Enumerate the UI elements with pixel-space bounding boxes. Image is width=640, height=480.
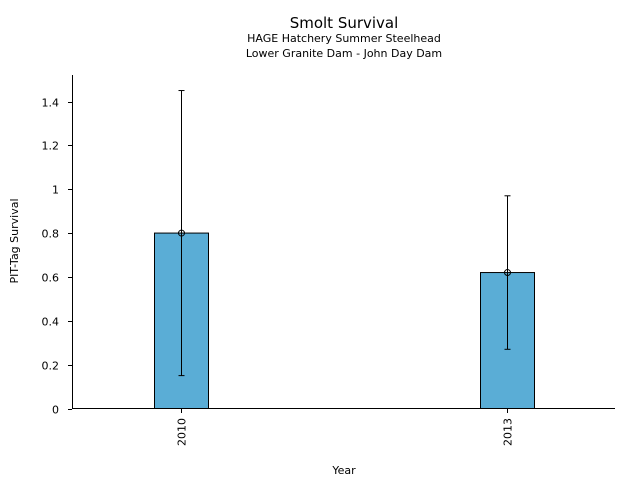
point-marker-2010 (178, 229, 185, 237)
x-axis-ticks: 2010 2013 (176, 409, 515, 446)
y-tick-label: 0.8 (42, 228, 60, 241)
chart-title: Smolt Survival (290, 14, 399, 32)
bars (154, 232, 535, 409)
chart-subtitle-line-1: HAGE Hatchery Summer Steelhead (247, 32, 441, 45)
y-tick-label: 0 (52, 404, 59, 417)
y-tick-label: 0.2 (42, 360, 60, 373)
point-marker-2013 (504, 269, 511, 277)
chart-subtitle-line-2: Lower Granite Dam - John Day Dam (246, 47, 442, 60)
y-tick-label: 0.4 (42, 316, 60, 329)
x-axis-label: Year (331, 464, 356, 477)
error-bars (178, 90, 511, 377)
y-axis-label: PIT-Tag Survival (8, 198, 21, 283)
x-tick-label: 2013 (502, 418, 515, 446)
y-tick-label: 1.2 (42, 140, 60, 153)
y-tick-label: 0.6 (42, 272, 60, 285)
y-tick-label: 1 (52, 184, 59, 197)
x-tick-label: 2010 (176, 418, 189, 446)
y-tick-label: 1.4 (42, 97, 60, 110)
y-axis-ticks: 0 0.2 0.4 0.6 0.8 1 1.2 1.4 (42, 97, 72, 417)
